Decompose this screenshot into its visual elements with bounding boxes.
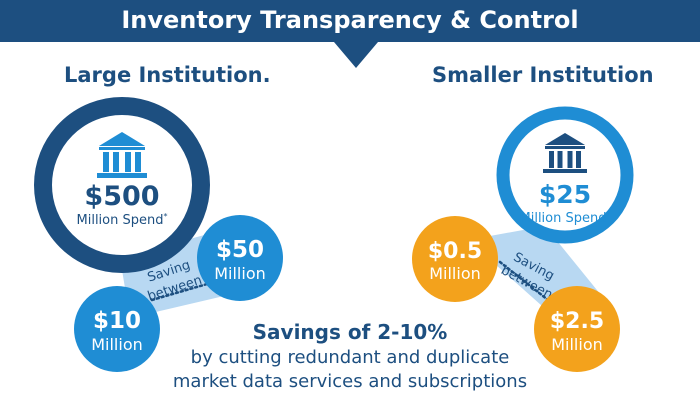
small-high-saving-circle: [534, 286, 620, 372]
large-low-saving-circle: [74, 286, 160, 372]
small-low-saving-unit: Million: [429, 264, 481, 283]
small-low-saving-circle: [412, 216, 498, 302]
savings-description-line-2: market data services and subscriptions: [172, 371, 528, 392]
savings-description-line-1: by cutting redundant and duplicate: [190, 347, 510, 368]
small-spend-ring: [496, 106, 634, 244]
large-spend-amount: $500: [84, 181, 159, 212]
small-spend-label: Million Spend*: [520, 210, 611, 226]
large-high-saving-amount: $50: [216, 237, 264, 263]
bank-icon: [97, 132, 147, 178]
large-institution-title: Large Institution.: [64, 63, 271, 87]
small-saving-dotted-line: [498, 260, 550, 302]
small-high-saving-amount: $2.5: [550, 309, 604, 334]
small-low-saving-amount: $0.5: [428, 239, 482, 264]
large-high-saving-circle: [197, 215, 283, 301]
small-institution-title: Smaller Institution: [432, 63, 654, 87]
bank-icon: [543, 133, 587, 173]
large-spend-ring: [34, 97, 210, 273]
large-saving-dotted-line: [150, 280, 216, 302]
small-spend-amount: $25: [539, 180, 591, 209]
large-high-saving-unit: Million: [214, 264, 266, 283]
large-spend-label: Million Spend*: [77, 212, 168, 228]
page-title: Inventory Transparency & Control: [121, 6, 579, 34]
large-low-saving-unit: Million: [91, 335, 143, 354]
header-banner: [0, 0, 700, 42]
large-low-saving-amount: $10: [93, 308, 141, 334]
banner-notch: [334, 42, 378, 68]
savings-headline: Savings of 2-10%: [252, 320, 448, 344]
small-high-saving-unit: Million: [551, 335, 603, 354]
